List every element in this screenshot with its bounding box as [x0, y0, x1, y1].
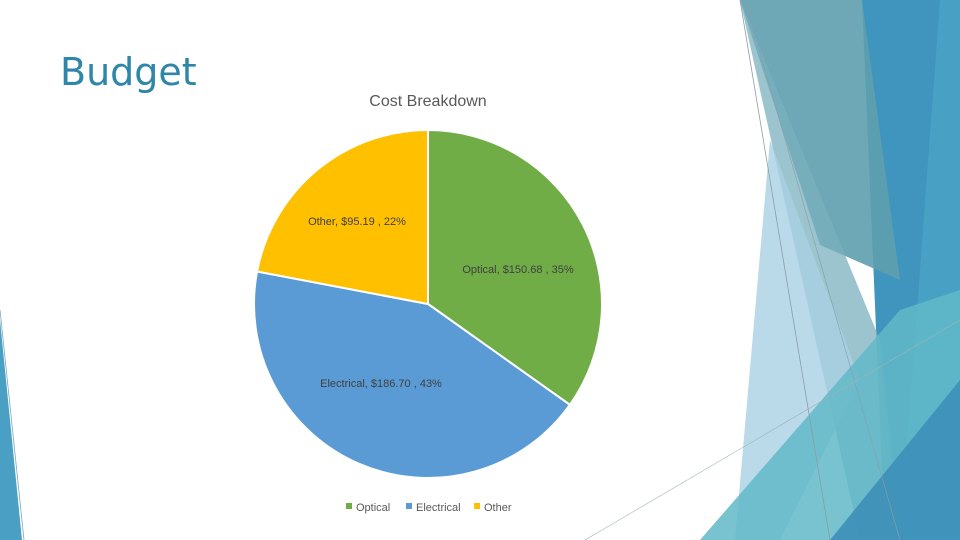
deco-line-1 — [739, 0, 831, 540]
deco-line-2 — [744, 0, 901, 540]
slice-label-electrical: Electrical, $186.70 , 43% — [320, 378, 442, 390]
slide-title: Budget — [60, 50, 197, 94]
slice-label-other: Other, $95.19 , 22% — [308, 216, 406, 228]
decorative-facet-left — [0, 309, 25, 540]
slice-label-optical: Optical, $150.68 , 35% — [462, 264, 574, 276]
pie-slice-electrical — [253, 270, 572, 479]
facet-bottom-dark — [830, 380, 960, 540]
legend-label-optical: Optical — [356, 502, 390, 514]
chart-legend: Optical Electrical Other — [346, 502, 512, 514]
pie-slice-optical — [427, 128, 603, 407]
legend-swatch-optical — [346, 503, 352, 509]
legend-swatch-other — [474, 503, 480, 509]
legend-label-electrical: Electrical — [416, 502, 461, 514]
legend-label-other: Other — [484, 502, 512, 514]
deco-line-left — [0, 309, 25, 540]
facet-slate-teal — [740, 0, 900, 280]
pie-slice-other — [255, 128, 429, 306]
pie-slices — [253, 128, 603, 479]
legend-swatch-electrical — [406, 503, 412, 509]
facet-left-sliver — [0, 320, 22, 540]
deco-line-3 — [584, 319, 960, 540]
chart-title: Cost Breakdown — [369, 93, 486, 110]
